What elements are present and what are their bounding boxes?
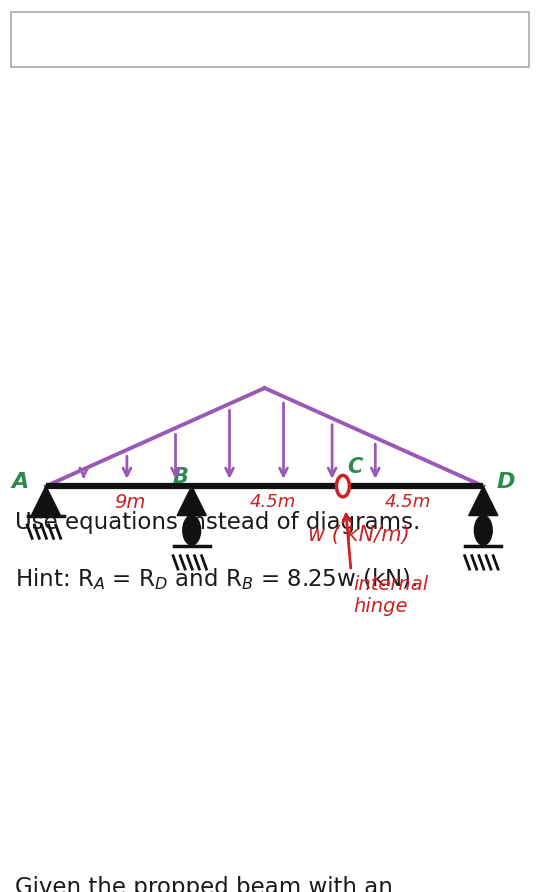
Polygon shape — [31, 486, 60, 516]
Text: 4.5m: 4.5m — [384, 493, 431, 511]
Circle shape — [474, 516, 492, 545]
Text: Hint: R$_A$ = R$_D$ and R$_B$ = 8.25w (kN).: Hint: R$_A$ = R$_D$ and R$_B$ = 8.25w (k… — [15, 566, 417, 592]
Text: 4.5m: 4.5m — [249, 493, 296, 511]
Text: D: D — [497, 472, 515, 491]
Polygon shape — [177, 486, 206, 516]
Text: Given the propped beam with an
internal hinge as shown in the figure,
what is th: Given the propped beam with an internal … — [15, 876, 444, 892]
Text: Use equations instead of diagrams.: Use equations instead of diagrams. — [15, 511, 420, 534]
FancyBboxPatch shape — [11, 12, 529, 67]
Text: w ( kN/m): w ( kN/m) — [308, 525, 409, 545]
Text: B: B — [173, 467, 189, 487]
Text: C: C — [347, 457, 362, 476]
Circle shape — [183, 516, 201, 545]
Text: A: A — [11, 472, 29, 491]
Text: 9m: 9m — [114, 493, 145, 512]
Circle shape — [336, 475, 349, 497]
Text: internal
hinge: internal hinge — [354, 575, 429, 616]
Polygon shape — [469, 486, 498, 516]
